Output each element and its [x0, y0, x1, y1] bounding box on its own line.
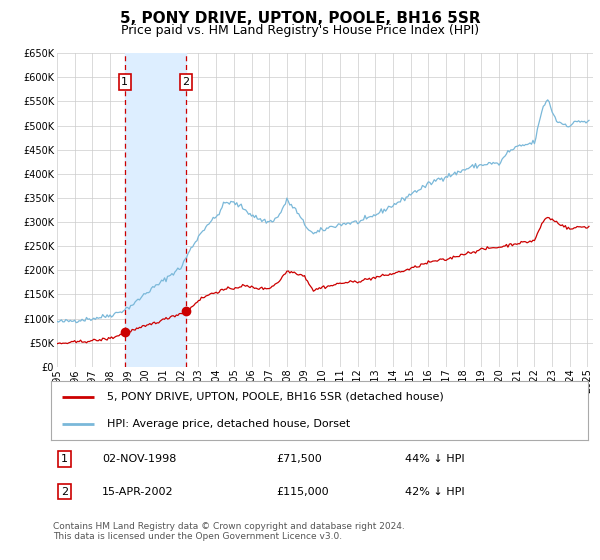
Text: 15-APR-2002: 15-APR-2002: [102, 487, 173, 497]
Text: 1: 1: [121, 77, 128, 87]
Text: 02-NOV-1998: 02-NOV-1998: [102, 454, 176, 464]
Text: HPI: Average price, detached house, Dorset: HPI: Average price, detached house, Dors…: [107, 419, 350, 429]
Text: 1: 1: [61, 454, 68, 464]
Text: Price paid vs. HM Land Registry's House Price Index (HPI): Price paid vs. HM Land Registry's House …: [121, 24, 479, 37]
Text: 5, PONY DRIVE, UPTON, POOLE, BH16 5SR: 5, PONY DRIVE, UPTON, POOLE, BH16 5SR: [119, 11, 481, 26]
Text: Contains HM Land Registry data © Crown copyright and database right 2024.
This d: Contains HM Land Registry data © Crown c…: [53, 522, 404, 542]
Text: 2: 2: [182, 77, 190, 87]
Text: 42% ↓ HPI: 42% ↓ HPI: [406, 487, 465, 497]
Text: £71,500: £71,500: [277, 454, 322, 464]
Text: 44% ↓ HPI: 44% ↓ HPI: [406, 454, 465, 464]
Text: £115,000: £115,000: [277, 487, 329, 497]
Bar: [125, 53, 186, 367]
Text: 2: 2: [61, 487, 68, 497]
Text: 5, PONY DRIVE, UPTON, POOLE, BH16 5SR (detached house): 5, PONY DRIVE, UPTON, POOLE, BH16 5SR (d…: [107, 391, 444, 402]
